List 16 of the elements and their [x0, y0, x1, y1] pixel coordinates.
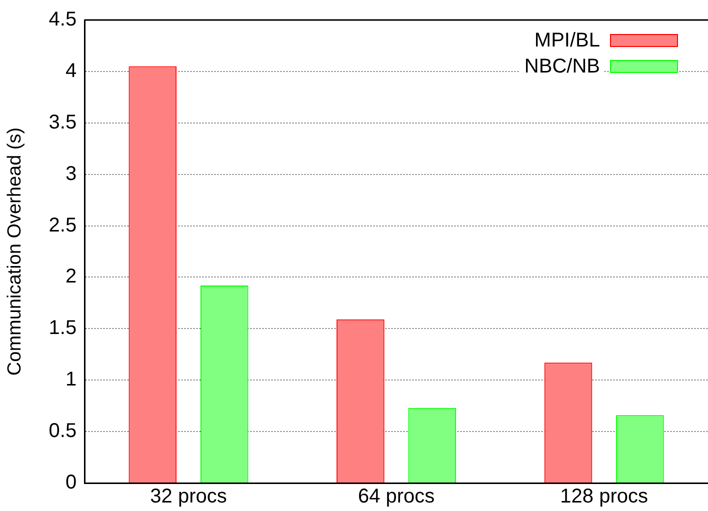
- legend-label: NBC/NB: [524, 56, 600, 78]
- y-tick-label: 1.5: [48, 317, 77, 340]
- y-tick-label: 2: [65, 266, 77, 288]
- y-tick-label: 1: [65, 368, 77, 391]
- y-tick-label: 3.5: [48, 111, 77, 134]
- x-tick-label: 128 procs: [560, 486, 648, 508]
- y-tick-label: 4: [65, 60, 77, 82]
- y-tick-label: 4.5: [48, 8, 77, 31]
- y-axis-title: Communication Overhead (s): [4, 127, 26, 376]
- y-tick-label: 0.5: [48, 420, 77, 442]
- y-tick-label: 2.5: [48, 214, 77, 236]
- y-tick-label: 3: [65, 162, 77, 185]
- x-tick-label: 64 procs: [358, 486, 435, 508]
- y-tick-label: 0: [65, 472, 77, 494]
- x-tick-label: 32 procs: [150, 486, 227, 508]
- legend-label: MPI/BL: [534, 30, 600, 52]
